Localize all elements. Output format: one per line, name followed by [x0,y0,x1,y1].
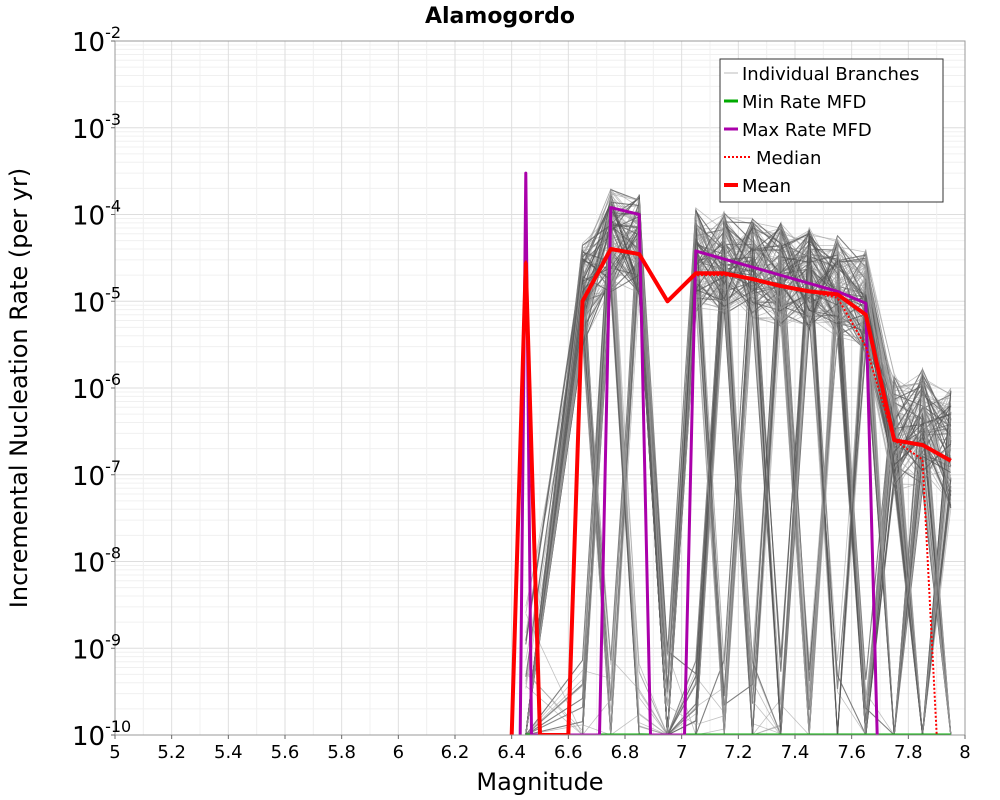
x-tick-label: 7.6 [837,742,866,763]
branch-line [525,225,952,735]
x-tick-label: 6.4 [497,742,526,763]
legend: Individual Branches Min Rate MFD Max Rate … [719,58,944,203]
legend-label: Median [756,148,821,169]
x-tick-label: 6 [393,742,404,763]
series-mean [509,247,952,735]
branch-line [525,205,952,735]
x-tick-label: 5 [109,742,120,763]
branch-line [525,210,952,735]
x-tick-label: 5.4 [214,742,243,763]
x-tick-label: 5.8 [327,742,356,763]
legend-box [719,58,944,203]
branch-line [525,207,952,735]
branch-line [525,203,951,735]
x-tick-label: 8 [959,742,970,763]
series-layer [509,171,952,735]
branch-line [525,244,952,735]
legend-label: Max Rate MFD [742,120,872,141]
x-tick-label: 5.2 [157,742,186,763]
x-tick-label: 5.6 [271,742,300,763]
x-tick-label: 6.8 [611,742,640,763]
x-tick-label: 6.6 [554,742,583,763]
branch-line [525,217,952,735]
legend-label: Min Rate MFD [742,92,866,113]
branch-line [525,215,952,735]
x-axis-ticks: 5 5.2 5.4 5.6 5.8 6 6.2 6.4 6.6 6.8 7 7.2 7.4 7.6 7.8 8 [109,735,971,763]
branch-line [525,222,952,735]
y-axis-label: Incremental Nucleation Rate (per yr) [5,168,33,608]
branch-line [525,218,951,735]
branch-line [525,229,952,735]
legend-label: Mean [742,176,791,197]
series-max-rate-mfd [518,171,879,735]
x-tick-label: 7.2 [724,742,753,763]
branch-line [525,227,952,735]
chart-title: Alamogordo [425,4,575,29]
x-tick-label: 7 [676,742,687,763]
x-tick-label: 7.4 [781,742,810,763]
branch-line [525,211,951,735]
branch-line [525,224,952,735]
branch-line [525,215,952,735]
branch-line [525,190,952,735]
x-axis-label: Magnitude [476,768,603,796]
branch-line [525,208,952,735]
branch-line [525,192,951,735]
x-tick-label: 7.8 [894,742,923,763]
branch-line [525,229,952,735]
legend-label: Individual Branches [742,64,919,85]
x-tick-label: 6.2 [441,742,470,763]
